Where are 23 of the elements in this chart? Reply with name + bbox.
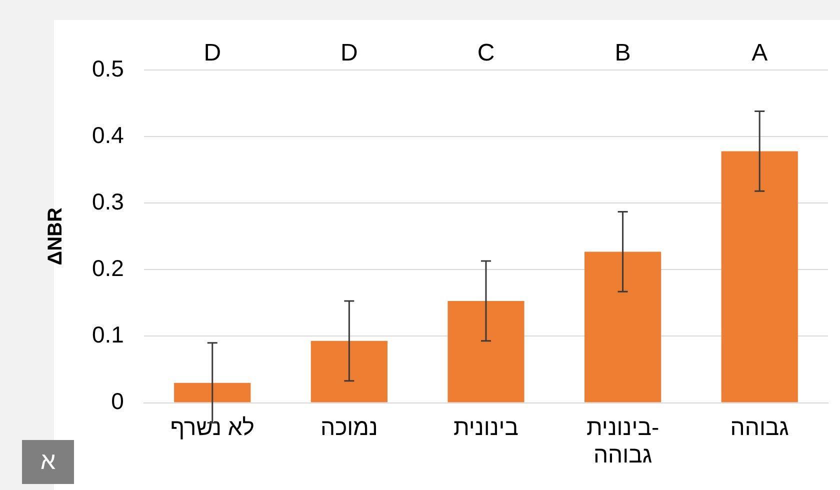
text: A (752, 40, 768, 67)
bar (448, 300, 524, 402)
bar (174, 382, 251, 402)
y-tick-label: 0.5 (92, 55, 124, 82)
x-tick-label: גבוהה (730, 414, 790, 440)
x-tick-label: נמוכה (320, 414, 378, 440)
y-tick-label: 0.1 (92, 322, 124, 348)
text: א (22, 440, 74, 484)
bar (584, 252, 662, 402)
y-tick-label: 0 (111, 388, 124, 414)
x-tick-label: בינונית-גבוהה (586, 414, 660, 468)
text: B (614, 40, 631, 67)
bar (310, 340, 388, 402)
y-tick-label: 0.3 (92, 188, 124, 214)
text: D (204, 40, 222, 67)
y-axis-title: ΔNBR (44, 207, 67, 266)
bar (721, 151, 798, 402)
y-tick-label: 0.4 (92, 122, 124, 148)
x-tick-label: בינונית (453, 414, 518, 440)
text: C (477, 40, 495, 67)
y-tick-label: 0.2 (92, 255, 124, 282)
x-tick-label: לא נשרף (170, 414, 254, 440)
text: D (340, 40, 358, 67)
